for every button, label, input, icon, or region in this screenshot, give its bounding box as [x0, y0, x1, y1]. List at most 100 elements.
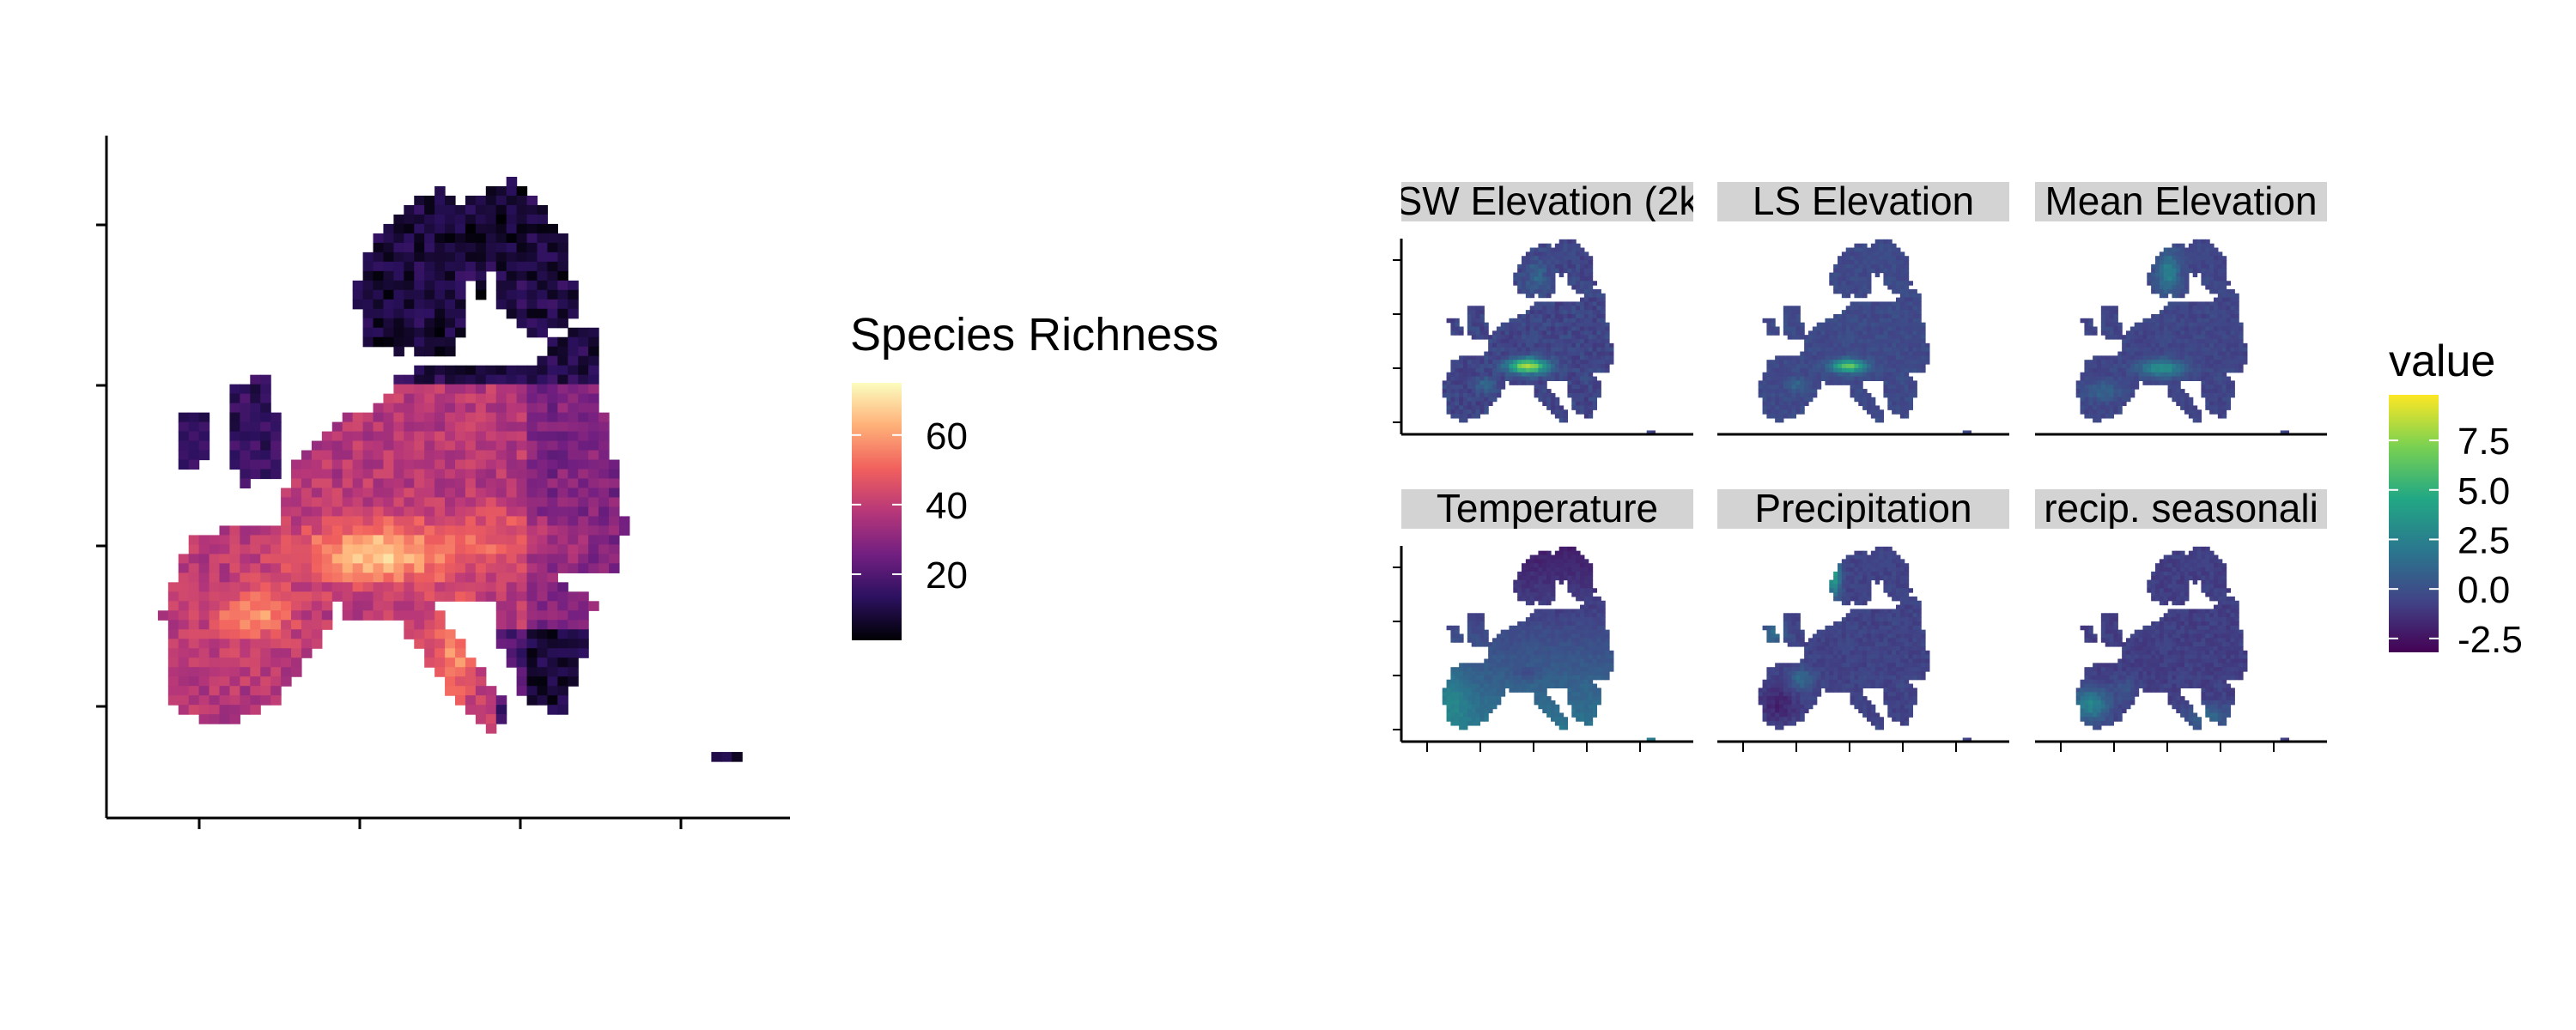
value-cell: [2214, 364, 2219, 369]
richness-cell: [506, 195, 518, 206]
value-cell: [1475, 613, 1481, 618]
value-cell: [1455, 392, 1460, 398]
value-cell: [1791, 318, 1797, 324]
value-cell: [2184, 397, 2190, 403]
value-cell: [1583, 268, 1589, 274]
value-cell: [1854, 385, 1859, 390]
richness-cell: [568, 629, 579, 639]
value-cell: [1576, 625, 1581, 631]
value-cell: [1808, 397, 1814, 403]
value-cell: [1471, 621, 1477, 627]
richness-cell: [485, 242, 497, 253]
value-cell: [1596, 297, 1601, 303]
value-cell: [2084, 364, 2089, 369]
value-cell: [1850, 355, 1856, 360]
value-cell: [1858, 310, 1863, 315]
value-cell: [2134, 351, 2140, 356]
value-cell: [2201, 389, 2206, 394]
value-cell: [1525, 322, 1531, 328]
richness-cell: [547, 251, 558, 263]
richness-cell: [568, 610, 579, 621]
value-cell: [1883, 310, 1888, 315]
richness-cell: [455, 488, 466, 499]
value-cell: [1896, 256, 1901, 261]
value-cell: [1529, 293, 1535, 299]
value-cell: [1917, 355, 1922, 360]
value-cell: [1820, 367, 1826, 373]
value-cell: [2138, 347, 2144, 353]
value-cell: [2214, 288, 2219, 294]
value-cell: [2221, 272, 2227, 277]
value-cell: [2129, 330, 2136, 336]
richness-cell: [588, 469, 599, 480]
richness-cell: [465, 393, 477, 404]
value-cell: [1463, 376, 1468, 381]
richness-cell: [188, 601, 200, 611]
value-cell: [2113, 326, 2118, 331]
value-cell: [2209, 326, 2215, 331]
value-cell: [2217, 272, 2223, 277]
value-cell: [2201, 247, 2206, 252]
value-cell: [1522, 285, 1527, 290]
value-cell: [1904, 330, 1910, 336]
value-cell: [2209, 401, 2215, 407]
value-cell: [2221, 335, 2227, 340]
value-cell: [1787, 409, 1793, 415]
richness-cell: [301, 648, 313, 658]
value-cell: [1567, 550, 1572, 556]
richness-cell: [455, 384, 466, 395]
richness-cell: [547, 478, 558, 489]
richness-cell: [455, 204, 466, 215]
value-cell: [2159, 342, 2165, 348]
value-cell: [1896, 285, 1901, 290]
richness-cell: [342, 535, 354, 545]
value-cell: [1534, 251, 1540, 257]
richness-cell: [424, 214, 435, 225]
value-cell: [2163, 318, 2169, 324]
richness-cell: [404, 478, 415, 489]
value-cell: [2221, 276, 2227, 282]
richness-cell: [495, 365, 507, 376]
value-cell: [2172, 355, 2177, 360]
value-cell: [1475, 364, 1481, 369]
value-cell: [2192, 239, 2198, 245]
value-cell: [1808, 355, 1814, 360]
value-cell: [1522, 633, 1527, 639]
value-cell: [1787, 335, 1793, 340]
value-cell: [2205, 355, 2210, 360]
richness-cell: [445, 657, 456, 668]
value-cell: [1892, 405, 1897, 410]
richness-cell: [537, 591, 549, 602]
value-cell: [1870, 335, 1876, 340]
value-cell: [2105, 389, 2111, 394]
richness-cell: [506, 488, 518, 499]
value-cell: [1899, 268, 1905, 274]
value-cell: [2184, 376, 2190, 381]
value-cell: [2192, 360, 2198, 365]
value-cell: [1484, 330, 1489, 336]
value-cell: [1870, 401, 1876, 407]
richness-cell: [445, 299, 456, 310]
value-cell: [1538, 571, 1543, 577]
value-cell: [2184, 281, 2190, 286]
value-cell: [1862, 364, 1868, 369]
value-cell: [2214, 360, 2219, 365]
value-cell: [1504, 376, 1510, 381]
richness-cell: [526, 384, 538, 395]
value-cell: [1787, 326, 1793, 331]
value-cell: [2239, 364, 2244, 369]
value-cell: [1471, 364, 1477, 369]
value-cell: [1800, 351, 1805, 356]
value-cell: [1870, 243, 1876, 249]
value-cell: [2129, 372, 2136, 378]
value-cell: [1563, 376, 1569, 381]
value-cell: [1450, 409, 1455, 415]
value-cell: [1771, 389, 1776, 394]
value-cell: [1534, 571, 1540, 577]
richness-cell: [240, 610, 251, 621]
value-cell: [2088, 414, 2093, 419]
value-cell: [1592, 297, 1598, 303]
value-cell: [1567, 629, 1572, 635]
value-cell: [2176, 322, 2181, 328]
richness-cell: [506, 535, 518, 545]
